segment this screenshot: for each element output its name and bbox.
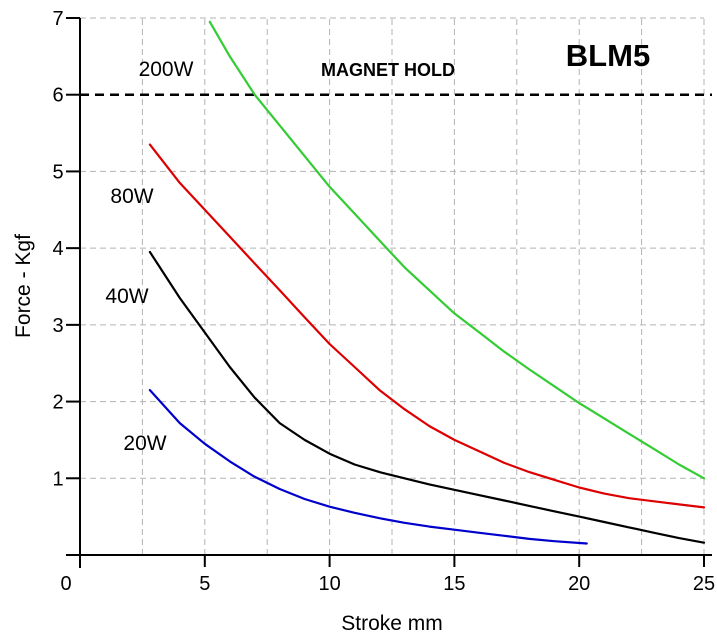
x-tick-label: 0	[60, 573, 71, 595]
y-tick-label: 6	[52, 85, 63, 107]
series-line-200w	[208, 20, 706, 480]
tick-labels: 0 5 10 15 20 25 1 2 3 4 5 6 7	[52, 8, 715, 595]
x-tick-label: 5	[199, 573, 210, 595]
series-line-20w	[148, 389, 588, 545]
axes	[66, 18, 712, 568]
y-tick-label: 1	[52, 468, 63, 490]
y-tick-label: 3	[52, 315, 63, 337]
series-label-40w: 40W	[105, 285, 148, 308]
series-lines	[148, 20, 706, 545]
series-label-200w: 200W	[139, 58, 194, 81]
x-axis-label: Stroke mm	[341, 612, 443, 635]
x-tick-label: 20	[568, 573, 590, 595]
text-labels: BLM5 MAGNET HOLD Stroke mm Force - Kgf 2…	[12, 38, 650, 635]
grid-lines	[80, 17, 705, 555]
series-label-80w: 80W	[110, 185, 153, 208]
y-tick-label: 2	[52, 392, 63, 414]
x-tick-label: 10	[318, 573, 340, 595]
series-line-80w	[148, 143, 706, 509]
magnet-hold-label: MAGNET HOLD	[321, 60, 455, 80]
y-axis-label: Force - Kgf	[12, 234, 35, 338]
y-tick-label: 5	[52, 161, 63, 183]
series-label-20w: 20W	[123, 432, 166, 455]
x-tick-label: 25	[693, 573, 715, 595]
chart-title: BLM5	[566, 38, 650, 73]
y-tick-label: 4	[52, 238, 63, 260]
series-line-40w	[148, 250, 706, 544]
x-tick-label: 15	[443, 573, 465, 595]
y-tick-label: 7	[52, 8, 63, 30]
